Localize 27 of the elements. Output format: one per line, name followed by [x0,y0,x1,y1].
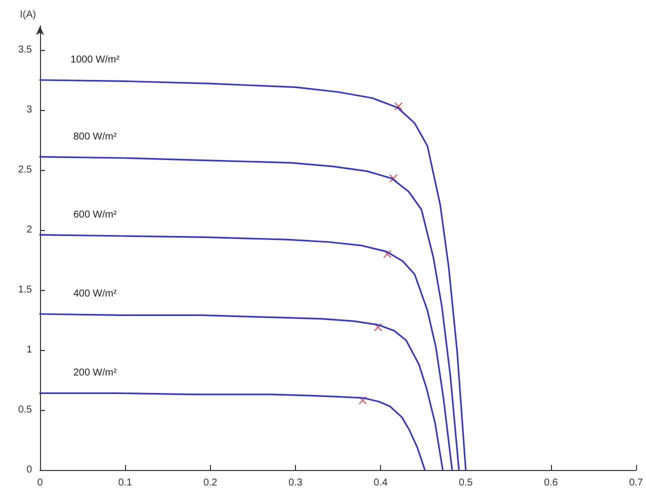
x-tick-label: 0.3 [288,478,303,488]
x-tick-label: 0.4 [374,478,388,488]
line-series [39,79,467,471]
y-tick-label: 3.5 [18,44,32,56]
x-tick-label: 0.7 [629,478,644,488]
x-tick-label: 0.6 [544,478,558,488]
series-label: 800 W/m² [73,131,118,142]
y-tick-label: 3 [26,104,32,116]
y-tick-label: 1.5 [18,284,32,296]
line-series [39,313,444,471]
line-series [39,156,460,471]
series-label: 1000 W/m² [70,54,120,66]
y-tick-label: 2 [26,224,32,236]
line-series [39,234,453,471]
series-label: 600 W/m² [73,209,118,220]
series-label: 200 W/m² [73,368,118,379]
y-axis-title: I(A) [20,10,36,20]
x-tick-label: 0 [37,478,44,488]
y-tick-label: 0 [26,464,32,476]
x-tick-label: 0.1 [118,478,133,488]
y-tick-label: 1 [26,344,32,356]
y-tick-label: 2.5 [18,164,32,176]
series-label: 400 W/m² [73,288,118,300]
x-tick-label: 0.2 [203,478,218,488]
y-tick-label: 0.5 [18,404,32,416]
line-series [39,392,426,471]
x-tick-label: 0.5 [458,478,474,488]
